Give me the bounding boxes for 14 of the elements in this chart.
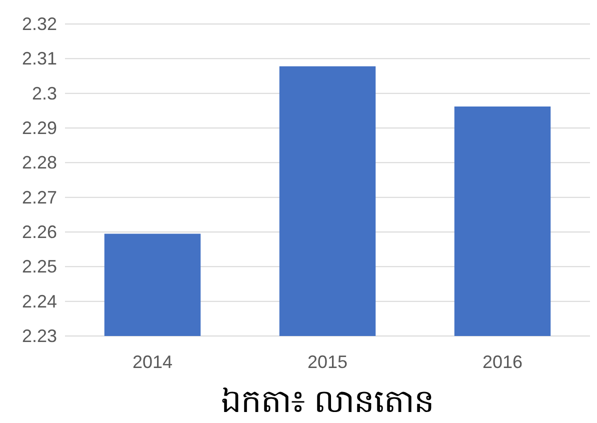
y-tick-label: 2.25 bbox=[22, 256, 57, 277]
y-tick-label: 2.27 bbox=[22, 187, 57, 208]
y-tick-label: 2.29 bbox=[22, 118, 57, 138]
x-tick-label: 2015 bbox=[307, 352, 348, 372]
y-tick-label: 2.23 bbox=[22, 326, 57, 346]
x-tick-label: 2016 bbox=[482, 352, 523, 372]
y-tick-label: 2.31 bbox=[22, 48, 57, 69]
y-tick-label: 2.26 bbox=[22, 222, 57, 242]
y-tick-label: 2.3 bbox=[32, 83, 57, 104]
x-axis-title: ឯកតា៖ លានតោន bbox=[221, 383, 434, 419]
y-tick-label: 2.28 bbox=[22, 152, 57, 173]
y-tick-label: 2.32 bbox=[22, 14, 57, 34]
y-tick-label: 2.24 bbox=[22, 291, 57, 312]
x-tick-label: 2014 bbox=[132, 352, 173, 372]
